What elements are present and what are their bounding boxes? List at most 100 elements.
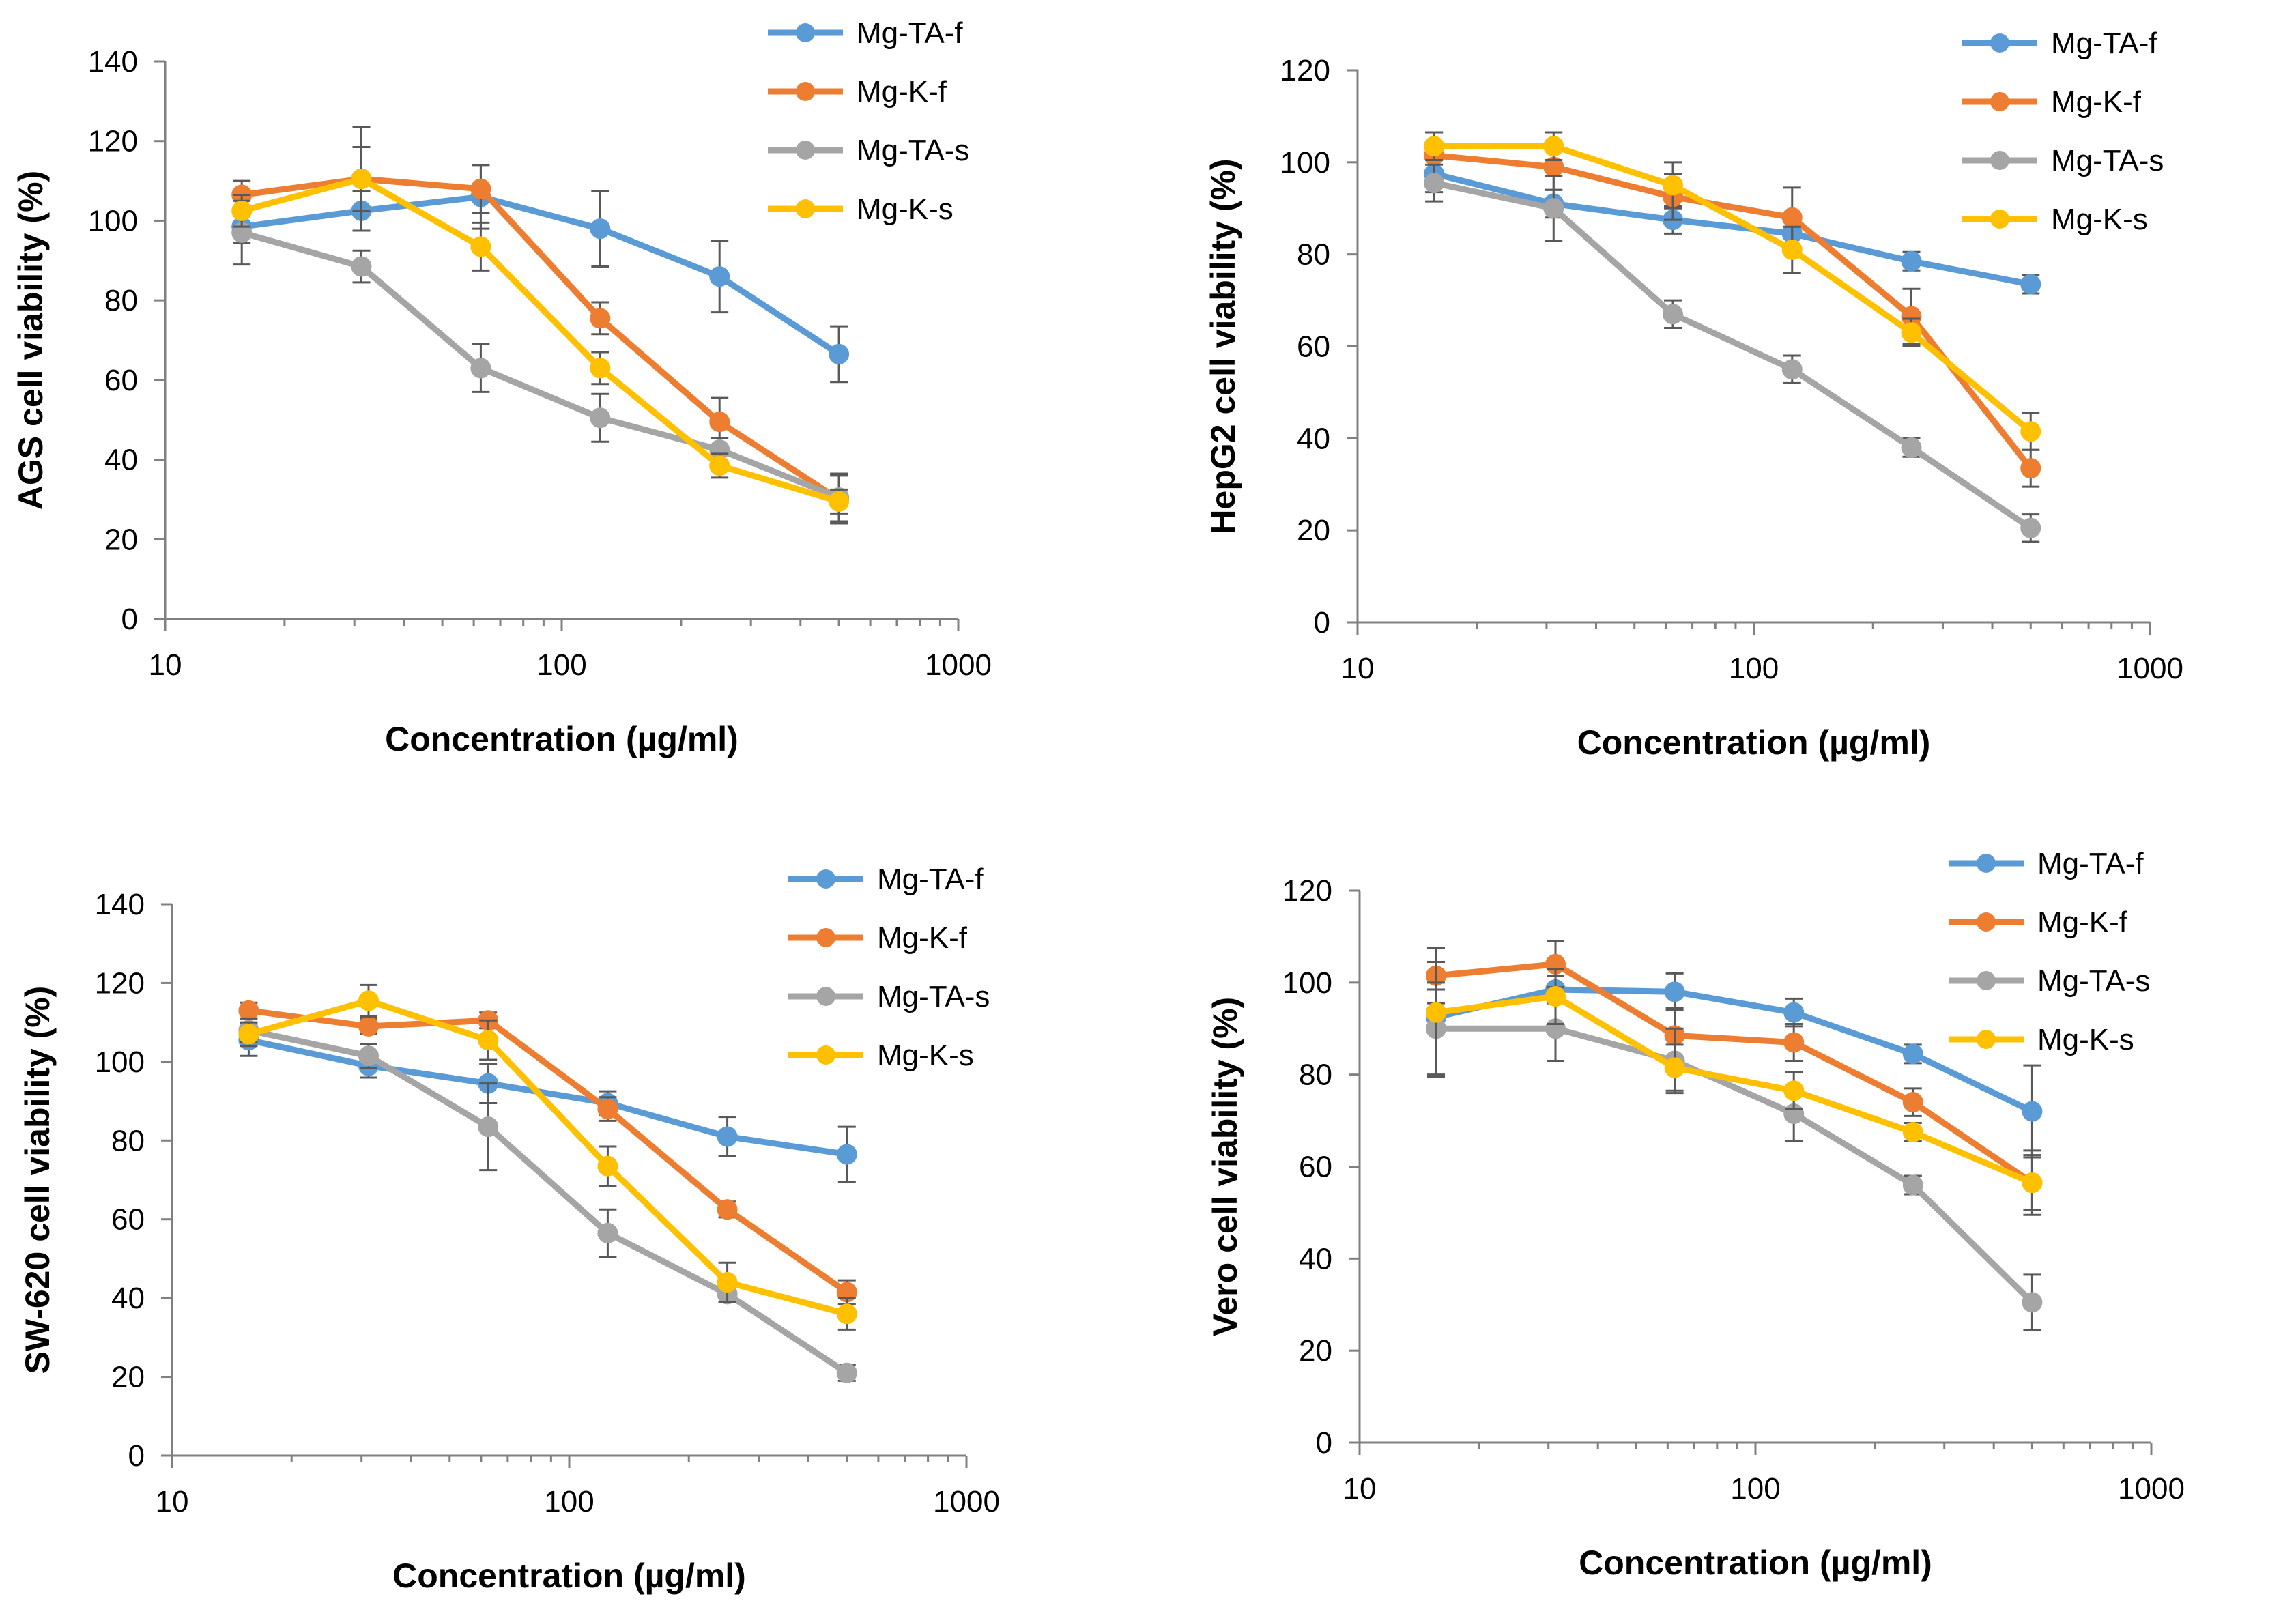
y-tick-label: 100: [1280, 146, 1330, 179]
x-tick-label: 1000: [2116, 652, 2183, 685]
legend-label: Mg-K-s: [2051, 203, 2148, 236]
data-point: [1783, 1080, 1805, 1101]
data-point: [2022, 1172, 2043, 1194]
data-point: [836, 1362, 857, 1383]
series-Mg-K-f: [238, 1000, 857, 1305]
x-axis-title: Concentration (µg/ml): [1577, 723, 1931, 762]
y-tick-label: 120: [1282, 874, 1332, 908]
legend-label: Mg-K-f: [877, 921, 968, 955]
data-point: [709, 266, 730, 287]
data-point: [709, 455, 730, 476]
data-point: [358, 990, 379, 1011]
data-point: [717, 1199, 738, 1220]
series-line: [238, 175, 842, 503]
data-point: [1545, 986, 1566, 1007]
legend-label: Mg-TA-f: [2037, 847, 2144, 880]
legend-marker: [1977, 912, 1996, 932]
data-point: [717, 1126, 738, 1147]
y-tick-label: 20: [104, 523, 138, 556]
legend-item-Mg-TA-f: Mg-TA-f: [788, 863, 984, 896]
legend-marker: [1990, 92, 2009, 111]
data-point: [829, 343, 850, 364]
data-point: [1901, 322, 1922, 343]
x-axis-title: Concentration (µg/ml): [392, 1557, 746, 1595]
legend-marker: [1990, 151, 2009, 170]
legend-label: Mg-TA-f: [2051, 27, 2157, 60]
data-point: [1901, 250, 1922, 272]
data-point: [597, 1155, 618, 1177]
x-axis-title: Concentration (µg/ml): [385, 720, 738, 758]
data-point: [1424, 173, 1445, 194]
legend-item-Mg-TA-s: Mg-TA-s: [768, 134, 969, 167]
series-line: [238, 229, 842, 501]
data-point: [2020, 458, 2041, 479]
series-Mg-TA-s: [238, 1017, 857, 1383]
series-Mg-TA-s: [1426, 981, 2043, 1331]
y-tick-label: 100: [1282, 966, 1332, 1000]
legend-marker: [796, 141, 815, 160]
series-line: [245, 1037, 850, 1157]
series-line: [1431, 179, 2034, 532]
y-tick-label: 120: [1280, 54, 1330, 87]
data-point: [470, 236, 491, 257]
x-tick-label: 100: [544, 1485, 594, 1518]
data-point: [478, 1116, 499, 1138]
data-point: [358, 1015, 379, 1037]
x-tick-label: 100: [1730, 1472, 1780, 1505]
series-line: [238, 175, 842, 505]
chart-panel-ags: 0 20 40 60 80 100 120 140 10 100 1000 Concentration…: [12, 16, 992, 758]
series-line: [1431, 152, 2034, 472]
data-point: [478, 1030, 499, 1051]
legend-label: Mg-K-s: [877, 1039, 974, 1072]
legend-marker: [1990, 210, 2009, 229]
series-Mg-K-s: [238, 983, 857, 1331]
legend-label: Mg-TA-s: [877, 980, 990, 1013]
legend-marker: [816, 1045, 835, 1065]
legend-item-Mg-K-f: Mg-K-f: [788, 921, 968, 955]
y-tick-label: 80: [111, 1124, 145, 1157]
data-point: [2020, 274, 2041, 295]
x-tick-label: 100: [536, 648, 586, 682]
y-axis-title: Vero cell viability (%): [1206, 997, 1244, 1336]
data-point: [1663, 304, 1684, 325]
data-point: [1902, 1174, 1923, 1196]
series-line: [1433, 986, 2035, 1115]
y-tick-label: 60: [104, 364, 138, 397]
y-axis-title: SW-620 cell viability (%): [18, 986, 57, 1374]
legend-label: Mg-TA-s: [2037, 964, 2150, 998]
data-point: [836, 1144, 857, 1165]
y-tick-label: 0: [1314, 606, 1330, 639]
series-Mg-K-s: [231, 126, 850, 515]
y-tick-label: 60: [1297, 330, 1330, 364]
series-line: [1431, 143, 2034, 435]
y-tick-label: 20: [1299, 1334, 1332, 1368]
x-tick-label: 1000: [2118, 1472, 2185, 1505]
x-tick-label: 10: [156, 1485, 189, 1518]
data-point: [1781, 207, 1803, 228]
legend-label: Mg-K-s: [2037, 1023, 2134, 1056]
legend-label: Mg-TA-f: [857, 16, 963, 50]
legend-marker: [796, 82, 815, 101]
series-Mg-TA-f: [1424, 154, 2041, 295]
legend-item-Mg-TA-s: Mg-TA-s: [1949, 964, 2150, 998]
legend-marker: [1977, 971, 1996, 990]
series-line: [1433, 1025, 2035, 1305]
legend-marker: [816, 928, 835, 947]
legend-marker: [816, 987, 835, 1006]
data-point: [470, 178, 491, 199]
y-tick-label: 40: [104, 444, 138, 477]
x-axis-title: Concentration (µg/ml): [1579, 1544, 1932, 1582]
data-point: [1783, 1002, 1805, 1023]
legend-label: Mg-K-f: [2037, 906, 2128, 939]
y-tick-label: 100: [95, 1045, 145, 1079]
y-tick-label: 20: [111, 1361, 145, 1394]
legend-item-Mg-K-s: Mg-K-s: [1962, 203, 2148, 236]
legend-item-Mg-TA-s: Mg-TA-s: [788, 980, 990, 1013]
legend-label: Mg-TA-f: [877, 863, 984, 896]
y-tick-label: 40: [1299, 1242, 1332, 1275]
series-line: [245, 997, 850, 1317]
y-tick-label: 80: [104, 284, 138, 317]
data-point: [1663, 175, 1684, 196]
y-axis-title: AGS cell viability (%): [12, 171, 50, 510]
